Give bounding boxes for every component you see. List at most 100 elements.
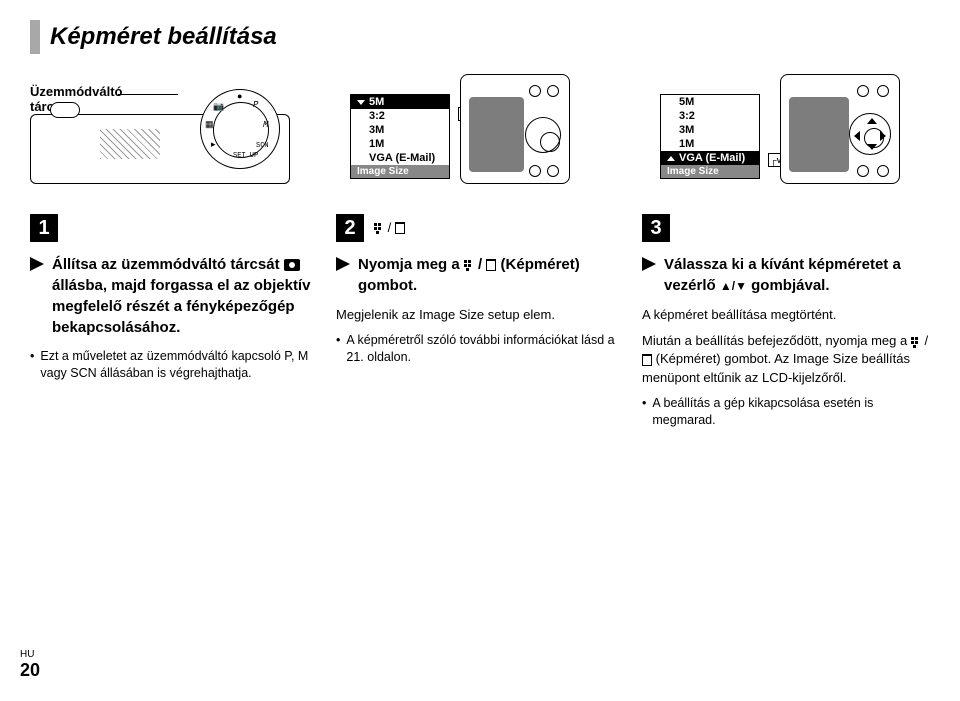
dpad-1: [525, 117, 561, 153]
menu1-item-4-label: VGA (E-Mail): [369, 152, 435, 164]
step-1: 1 Állítsa az üzemmódváltó tárcsát állásb…: [30, 214, 318, 435]
image-size-icon: [464, 260, 474, 270]
steps-row: 1 Állítsa az üzemmódváltó tárcsát állásb…: [30, 214, 930, 435]
step1-head-post: állásba, majd forgassa el az objektív me…: [52, 277, 310, 336]
step-2-header-row: 2 /: [336, 214, 624, 242]
step-1-heading-text: Állítsa az üzemmódváltó tárcsát állásba,…: [52, 254, 318, 338]
arrow-up-icon: [667, 156, 675, 161]
camera-back-illustration-2: [830, 84, 960, 194]
step-3-number: 3: [642, 214, 670, 242]
trash-icon: [642, 354, 652, 366]
camera-icon: [284, 259, 300, 271]
small-button-2c: [857, 165, 869, 177]
step-2-bullet: A képméretről szóló további információka…: [336, 332, 624, 366]
step2-head-pre: Nyomja meg a: [358, 256, 464, 273]
step-1-heading: Állítsa az üzemmódváltó tárcsát állásba,…: [30, 254, 318, 338]
menu1-item-2-label: 3M: [369, 124, 384, 136]
menu2-item-3-label: 1M: [679, 138, 694, 150]
menu2-item-0-label: 5M: [679, 96, 694, 108]
arrow-down-icon: [357, 100, 365, 105]
step-3-bullet-text: A beállítás a gép kikapcsolása esetén is…: [652, 395, 930, 429]
small-button-1b: [547, 85, 559, 97]
step-2-number: 2: [336, 214, 364, 242]
step-3-body2: Miután a beállítás befejeződött, nyomja …: [642, 332, 930, 387]
menu2-item-1: 3:2: [661, 109, 759, 123]
page-footer: HU 20: [20, 649, 40, 681]
menu1-item-0: 5M: [351, 95, 449, 109]
page-title: Képméret beállítása: [50, 23, 277, 51]
step1-head-pre: Állítsa az üzemmódváltó tárcsát: [52, 256, 284, 273]
small-button-2d: [877, 165, 889, 177]
lcd-screen-1: [469, 97, 524, 172]
camera-back-1: [460, 74, 570, 184]
trash-icon: [486, 259, 496, 271]
menu2-item-0: 5M: [661, 95, 759, 109]
arrow-right-icon: [336, 257, 350, 271]
step-3-heading: Válassza ki a kívánt képméretet a vezérl…: [642, 254, 930, 296]
arrow-right-icon: [30, 257, 44, 271]
menu2-item-4-label: VGA (E-Mail): [679, 152, 745, 164]
dpad-up-icon: [867, 118, 877, 124]
image-size-icon: [374, 223, 384, 233]
shutter-button: [50, 102, 80, 118]
step-1-number: 1: [30, 214, 58, 242]
small-button-2a: [857, 85, 869, 97]
step-3-bullet: A beállítás a gép kikapcsolása esetén is…: [642, 395, 930, 429]
lcd-screen-2: [789, 97, 849, 172]
step3-body2-post: (Képméret) gombot.: [652, 351, 771, 366]
mode-dial-marks: ● P M SCN SET UP ▸ ▦ 📷: [201, 90, 279, 168]
arrow-right-icon: [642, 257, 656, 271]
dpad-2: [849, 113, 891, 155]
step-3: 3 Válassza ki a kívánt képméretet a vezé…: [642, 214, 930, 435]
image-size-icon: [911, 337, 921, 347]
step-3-heading-text: Válassza ki a kívánt képméretet a vezérl…: [664, 254, 930, 296]
menu1-item-1: 3:2: [351, 109, 449, 123]
small-button-1c: [529, 165, 541, 177]
trash-icon: [395, 222, 405, 234]
camera-top-illustration: Üzemmódváltó tárcsa ● P M SCN SET UP ▸ ▦…: [30, 84, 330, 194]
step-1-bullet-text: Ezt a műveletet az üzemmódváltó kapcsoló…: [40, 348, 318, 382]
camera-grille: [100, 129, 160, 159]
menu1-item-0-label: 5M: [369, 96, 384, 108]
small-button-1d: [547, 165, 559, 177]
step-3-body1: A képméret beállítása megtörtént.: [642, 306, 930, 324]
menu2-item-1-label: 3:2: [679, 110, 695, 122]
camera-top-body: ● P M SCN SET UP ▸ ▦ 📷: [30, 84, 310, 194]
title-accent: [30, 20, 40, 54]
menu1-item-1-label: 3:2: [369, 110, 385, 122]
menu2-item-2: 3M: [661, 123, 759, 137]
mode-dial: ● P M SCN SET UP ▸ ▦ 📷: [200, 89, 280, 169]
camera-back-illustration-1: [520, 84, 640, 194]
step-2-heading: Nyomja meg a / (Képméret) gombot.: [336, 254, 624, 296]
menu1-footer: Image Size: [351, 165, 449, 178]
page-lang: HU: [20, 649, 40, 660]
page-number: 20: [20, 660, 40, 681]
camera-back-2: [780, 74, 900, 184]
dpad-down-icon: [867, 144, 877, 150]
menu2-item-4: VGA (E-Mail): [661, 151, 759, 165]
up-down-icon: ▲/▼: [720, 278, 747, 295]
menu1-item-3-label: 1M: [369, 138, 384, 150]
image-size-delete-icon-pair: /: [374, 219, 405, 237]
step-2-heading-text: Nyomja meg a / (Képméret) gombot.: [358, 254, 624, 296]
step-1-bullet: Ezt a műveletet az üzemmódváltó kapcsoló…: [30, 348, 318, 382]
dpad-right-icon: [880, 131, 886, 141]
step-2-bullet-text: A képméretről szóló további információka…: [346, 332, 624, 366]
step-2: 2 / Nyomja meg a / (Képméret) gombot. Me…: [336, 214, 624, 435]
step3-head-post: gombjával.: [747, 277, 830, 294]
page-title-bar: Képméret beállítása: [30, 20, 930, 54]
illustration-row: Üzemmódváltó tárcsa ● P M SCN SET UP ▸ ▦…: [30, 84, 930, 194]
dpad-left-icon: [854, 131, 860, 141]
step3-body2-pre: Miután a beállítás befejeződött, nyomja …: [642, 333, 911, 348]
menu1-item-3: 1M: [351, 137, 449, 151]
step-2-body: Megjelenik az Image Size setup elem.: [336, 306, 624, 324]
image-size-menu-2: 5M 3:2 3M 1M VGA (E-Mail) Image Size ┌VG…: [660, 94, 760, 179]
menu2-item-3: 1M: [661, 137, 759, 151]
menu2-item-2-label: 3M: [679, 124, 694, 136]
menu1-item-4: VGA (E-Mail): [351, 151, 449, 165]
menu2-footer: Image Size: [661, 165, 759, 178]
small-button-2b: [877, 85, 889, 97]
menu1-item-2: 3M: [351, 123, 449, 137]
image-size-menu-1: 5M 3:2 3M 1M VGA (E-Mail) Image Size ┌5M: [350, 94, 450, 179]
small-button-1a: [529, 85, 541, 97]
